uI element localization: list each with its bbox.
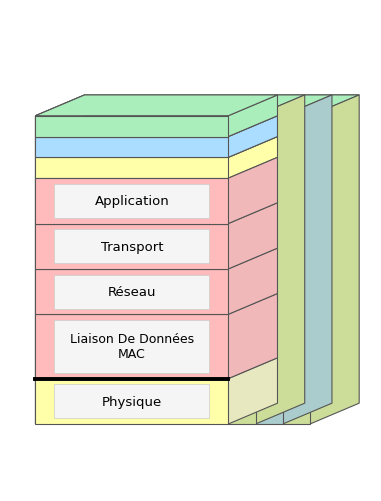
Polygon shape [283,96,332,424]
Polygon shape [228,358,277,424]
Polygon shape [35,224,228,270]
Polygon shape [35,96,85,424]
Polygon shape [283,96,359,117]
Polygon shape [228,294,277,379]
Polygon shape [35,270,228,315]
Text: Réseau: Réseau [107,286,156,299]
Polygon shape [35,158,228,179]
Polygon shape [54,184,210,218]
Text: Transport: Transport [101,240,163,253]
Polygon shape [228,117,277,158]
Polygon shape [54,275,210,309]
Polygon shape [35,96,277,117]
Polygon shape [228,137,277,179]
Polygon shape [256,117,283,424]
Polygon shape [54,384,210,418]
Text: Physique: Physique [102,395,162,408]
Polygon shape [228,117,256,424]
Polygon shape [54,230,210,264]
Polygon shape [35,117,277,137]
Polygon shape [228,248,277,315]
Polygon shape [35,117,228,137]
Text: Liaison De Données
MAC: Liaison De Données MAC [70,333,194,361]
Polygon shape [35,379,228,424]
Text: Plan de gestion de l'énergie: Plan de gestion de l'énergie [237,202,247,339]
Polygon shape [228,96,305,117]
Polygon shape [283,117,310,424]
Polygon shape [310,96,359,424]
Text: Application: Application [94,195,169,208]
Polygon shape [228,203,277,270]
Polygon shape [35,137,277,158]
Polygon shape [228,158,277,224]
Polygon shape [256,96,305,424]
Polygon shape [54,320,210,373]
Polygon shape [256,96,332,117]
Polygon shape [35,96,359,117]
Polygon shape [35,137,228,158]
Text: Plan de gestion de la mobilité: Plan de gestion de la mobilité [264,197,274,343]
Polygon shape [35,179,228,224]
Polygon shape [228,96,277,137]
Text: Plan de gestion des tâches: Plan de gestion des tâches [292,205,301,336]
Polygon shape [35,315,228,379]
